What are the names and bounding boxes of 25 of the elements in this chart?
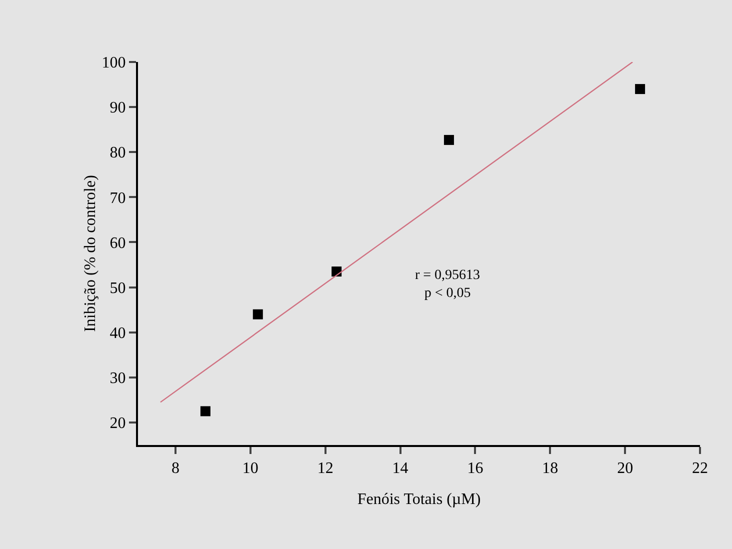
y-tick-label: 60 <box>110 234 126 252</box>
x-tick-label: 14 <box>392 460 408 478</box>
y-tick-label: 70 <box>110 190 126 207</box>
y-tick-label: 80 <box>110 144 126 162</box>
point <box>332 266 342 277</box>
y-tick-label: 50 <box>110 280 126 297</box>
point <box>200 406 210 416</box>
point <box>252 309 263 320</box>
y-tick-label: 30 <box>110 370 126 388</box>
point <box>635 84 646 94</box>
y-axis-title: Inibição (% do controle) <box>82 175 99 332</box>
point <box>444 134 454 145</box>
x-axis-title: Fenóis Totais (µM) <box>357 491 481 508</box>
y-tick-label: 100 <box>102 54 126 72</box>
x-tick-label: 20 <box>617 460 634 478</box>
x-tick-label: 22 <box>692 460 708 478</box>
y-tick-label: 20 <box>110 415 126 432</box>
x-tick-label: 12 <box>317 460 334 478</box>
y-tick-label: 90 <box>110 100 126 117</box>
x-tick-label: 18 <box>542 460 558 478</box>
x-tick-label: 16 <box>467 460 484 478</box>
x-tick-label: 10 <box>242 460 258 478</box>
x-tick-label: 8 <box>171 460 180 478</box>
annotation: r = 0,95613 p < 0,05 <box>415 268 480 302</box>
y-tick-label: 40 <box>110 324 126 342</box>
